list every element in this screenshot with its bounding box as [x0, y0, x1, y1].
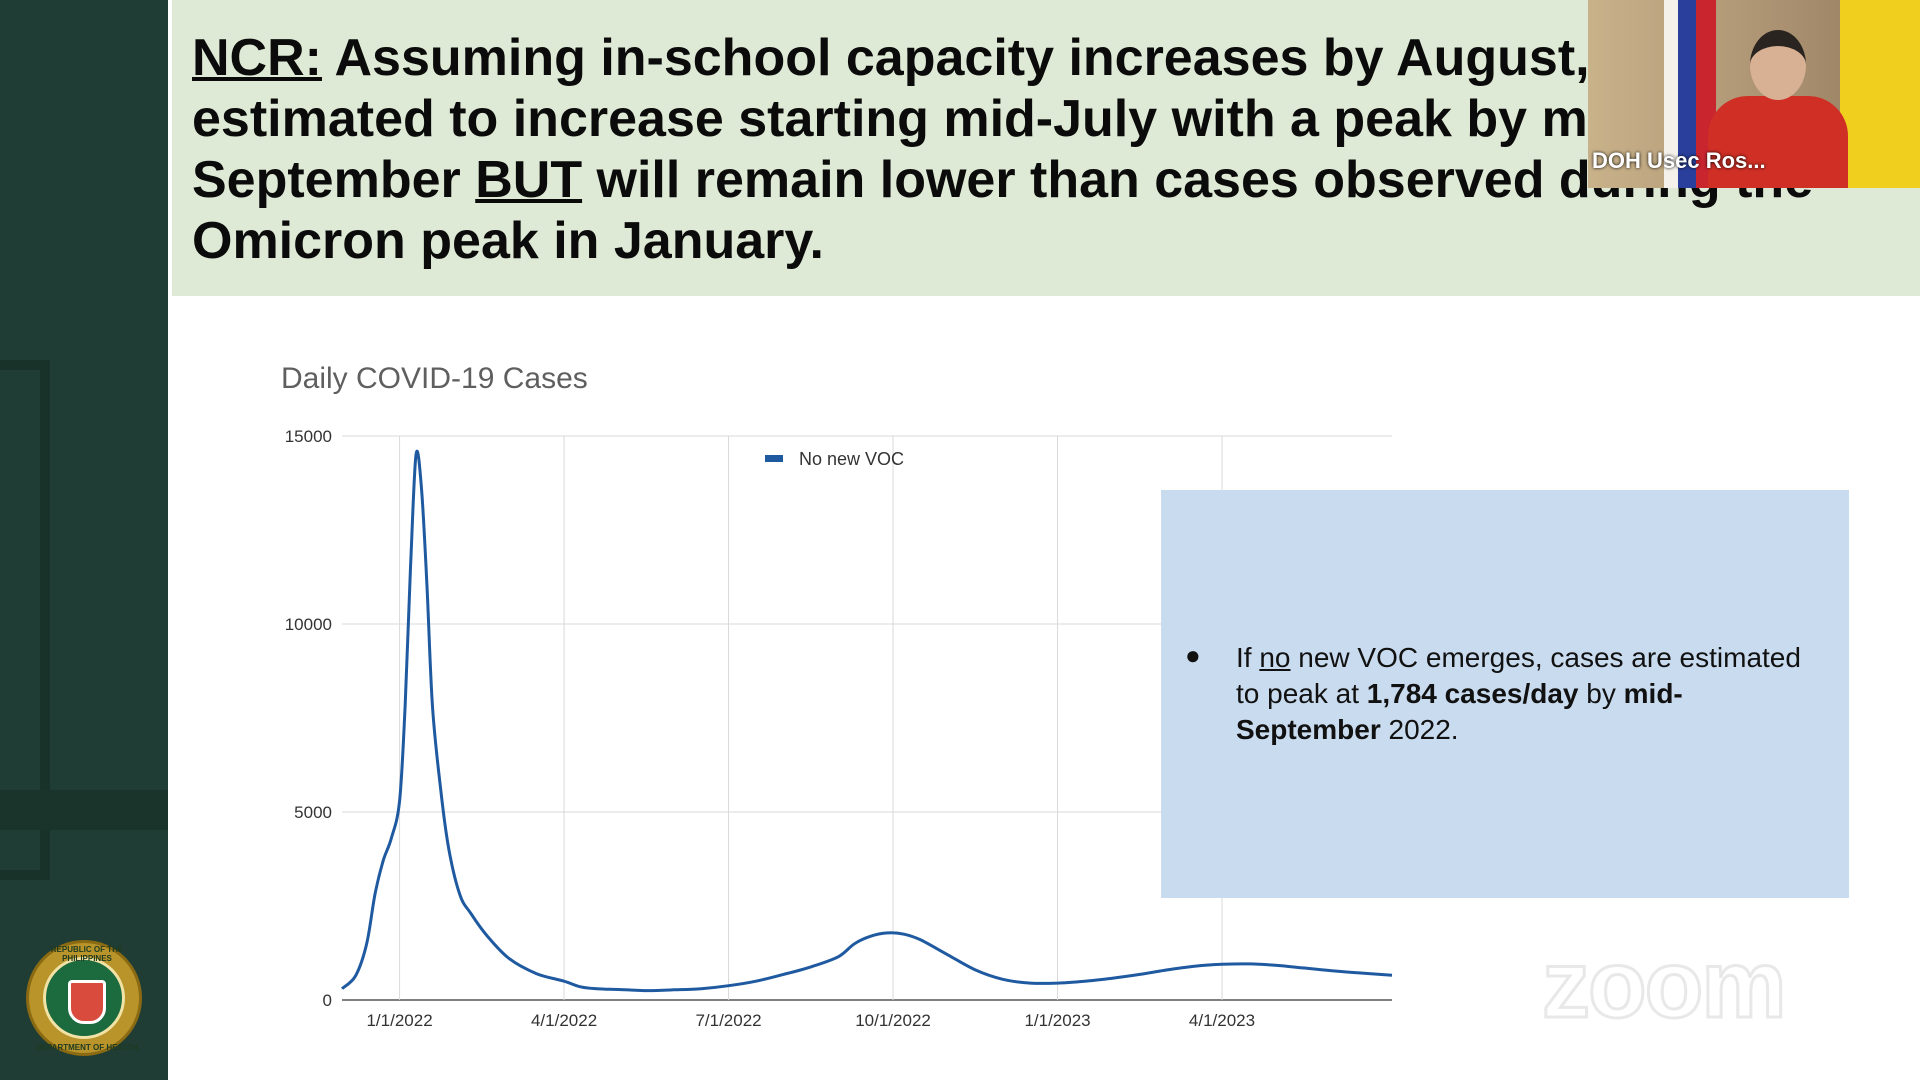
- doh-seal-logo: REPUBLIC OF THE PHILIPPINES DEPARTMENT O…: [26, 940, 142, 1056]
- callout-bullet: ●: [1185, 640, 1201, 670]
- sidebar-band-decoration: [0, 790, 168, 830]
- y-tick-label: 10000: [285, 615, 332, 634]
- participant-name-label: DOH Usec Ros...: [1592, 148, 1766, 173]
- callout-peak-value: 1,784 cases/day: [1366, 678, 1579, 709]
- legend-swatch: [765, 455, 783, 462]
- flag-blue-stripe: [1678, 0, 1696, 188]
- headline-emphasis: BUT: [475, 151, 583, 209]
- speaker-body: [1708, 96, 1848, 188]
- y-tick-label: 15000: [285, 427, 332, 446]
- seal-bottom-text: DEPARTMENT OF HEALTH: [35, 1043, 139, 1052]
- yellow-flag: [1840, 0, 1920, 188]
- callout-box: ● If no new VOC emerges, cases are estim…: [1161, 490, 1849, 898]
- callout-text-3: by: [1578, 678, 1624, 709]
- x-tick-label: 1/1/2023: [1024, 1011, 1090, 1030]
- line-chart: 0 5000 10000 15000 1/1/2022 4/1/2022 7/1/2022 1…: [285, 427, 1393, 1030]
- legend-label: No new VOC: [799, 449, 904, 469]
- callout-peak-time: mid-September: [1236, 678, 1683, 745]
- callout-text-1: If: [1236, 642, 1260, 673]
- callout-text: If no new VOC emerges, cases are estimat…: [1236, 640, 1826, 748]
- flag-white-stripe: [1664, 0, 1678, 188]
- seal-inner-ring: [43, 957, 125, 1039]
- seal-top-text: REPUBLIC OF THE PHILIPPINES: [50, 945, 124, 963]
- x-tick-label: 1/1/2022: [366, 1011, 432, 1030]
- y-tick-label: 0: [323, 991, 332, 1010]
- headline-region: NCR:: [192, 29, 322, 87]
- slide-headline: NCR: Assuming in-school capacity increas…: [192, 28, 1912, 272]
- participant-video-tile[interactable]: DOH Usec Ros...: [1588, 0, 1920, 188]
- zoom-watermark-logo: zoom: [1541, 930, 1789, 1040]
- callout-text-4: 2022.: [1380, 714, 1459, 745]
- x-tick-label: 10/1/2022: [855, 1011, 931, 1030]
- seal-shield-icon: [68, 980, 106, 1024]
- y-tick-label: 5000: [294, 803, 332, 822]
- x-tick-label: 7/1/2022: [695, 1011, 761, 1030]
- series-line-no-new-voc: [340, 449, 1393, 993]
- x-tick-label: 4/1/2022: [531, 1011, 597, 1030]
- sidebar-frame-decoration: [0, 360, 50, 880]
- callout-text-2: new VOC emerges, cases are estimated to …: [1236, 642, 1801, 709]
- x-tick-label: 4/1/2023: [1189, 1011, 1255, 1030]
- speaker-head: [1750, 30, 1806, 100]
- chart-title: Daily COVID-19 Cases: [281, 362, 588, 395]
- sidebar-panel: REPUBLIC OF THE PHILIPPINES DEPARTMENT O…: [0, 0, 168, 1080]
- callout-underlined-word: no: [1259, 642, 1291, 673]
